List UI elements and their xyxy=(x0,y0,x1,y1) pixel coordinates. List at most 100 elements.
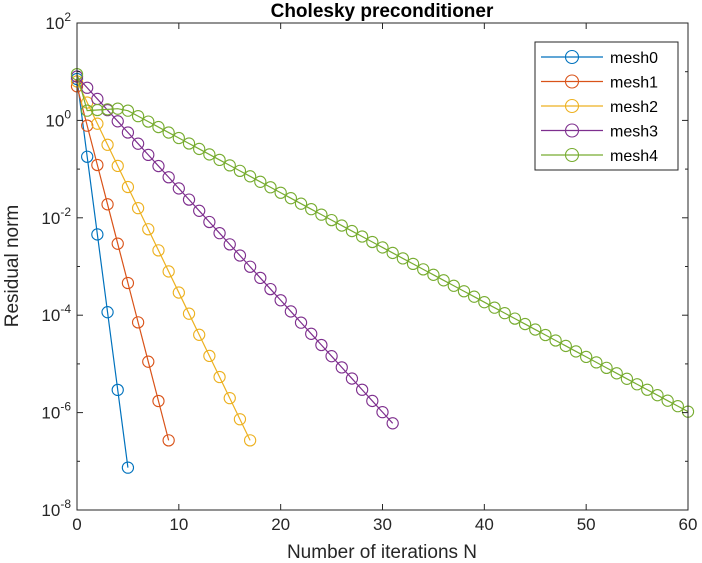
series-line-mesh4 xyxy=(76,73,689,413)
data-point-mesh2 xyxy=(233,413,247,426)
y-tick-label: 10-2 xyxy=(41,205,71,228)
y-tick-label: 100 xyxy=(45,107,71,130)
y-tick-label: 10-8 xyxy=(41,497,71,520)
data-point-mesh4 xyxy=(121,104,135,117)
series-line-mesh1 xyxy=(76,86,170,441)
data-point-mesh4 xyxy=(427,268,440,281)
legend-marker-mesh4 xyxy=(564,147,580,163)
data-point-mesh4 xyxy=(274,186,287,199)
data-point-mesh4 xyxy=(325,213,338,227)
data-point-mesh4 xyxy=(81,104,94,117)
data-point-mesh4 xyxy=(549,334,562,347)
legend-marker-mesh3 xyxy=(564,123,580,138)
data-point-mesh4 xyxy=(417,263,430,276)
data-point-mesh4 xyxy=(478,296,491,309)
data-point-mesh3 xyxy=(284,305,297,318)
data-point-mesh0 xyxy=(81,150,94,163)
data-point-mesh1 xyxy=(162,434,175,447)
data-point-mesh4 xyxy=(651,389,664,402)
series-line-mesh2 xyxy=(76,81,251,441)
data-point-mesh4 xyxy=(223,159,236,172)
data-point-mesh4 xyxy=(101,103,114,116)
data-point-mesh4 xyxy=(467,290,481,303)
ticks-layer: 0 10 20 30 40 50 60 10-8 10-6 10-4 10-2 100 102 xyxy=(41,10,697,534)
data-point-mesh4 xyxy=(193,142,206,156)
data-point-mesh3 xyxy=(182,193,196,206)
data-point-mesh4 xyxy=(661,394,674,407)
data-point-mesh4 xyxy=(345,224,359,238)
data-point-mesh3 xyxy=(203,215,216,229)
data-point-mesh4 xyxy=(355,230,369,243)
data-point-mesh4 xyxy=(641,383,654,396)
data-point-mesh3 xyxy=(162,171,175,184)
data-point-mesh4 xyxy=(396,252,410,265)
data-point-mesh4 xyxy=(488,301,501,314)
data-point-mesh1 xyxy=(121,276,135,290)
data-point-mesh4 xyxy=(620,372,634,385)
data-point-mesh2 xyxy=(142,223,155,236)
data-point-mesh4 xyxy=(284,192,297,205)
data-point-mesh3 xyxy=(355,383,369,396)
data-point-mesh4 xyxy=(518,317,532,331)
data-point-mesh4 xyxy=(91,103,104,117)
data-point-mesh4 xyxy=(172,131,185,145)
data-point-mesh4 xyxy=(529,323,542,336)
data-point-mesh2 xyxy=(193,328,206,341)
series-mesh2 xyxy=(70,75,257,447)
data-point-mesh2 xyxy=(203,349,216,363)
data-point-mesh2 xyxy=(223,391,236,405)
data-point-mesh3 xyxy=(131,137,145,150)
data-point-mesh4 xyxy=(182,137,196,150)
data-point-mesh4 xyxy=(294,197,308,210)
data-point-mesh4 xyxy=(142,115,155,128)
data-point-mesh4 xyxy=(498,306,511,320)
data-point-mesh3 xyxy=(325,350,338,363)
chart-title: Cholesky preconditioner xyxy=(271,1,494,22)
data-point-mesh4 xyxy=(590,356,603,369)
data-point-mesh4 xyxy=(366,235,379,249)
data-point-mesh4 xyxy=(580,350,593,364)
x-tick-label: 20 xyxy=(271,515,290,534)
data-point-mesh3 xyxy=(193,204,206,217)
data-point-mesh1 xyxy=(91,158,104,172)
data-point-mesh2 xyxy=(101,138,114,151)
data-point-mesh3 xyxy=(254,271,267,285)
data-point-mesh3 xyxy=(111,115,124,128)
series-mesh3 xyxy=(70,70,399,430)
data-point-mesh4 xyxy=(264,181,277,194)
legend-label-mesh2: mesh2 xyxy=(610,99,658,116)
data-point-mesh3 xyxy=(305,327,318,340)
data-point-mesh2 xyxy=(111,159,124,173)
data-point-mesh4 xyxy=(610,367,623,380)
legend-marker-mesh1 xyxy=(564,74,580,89)
data-point-mesh3 xyxy=(223,238,236,251)
data-point-mesh4 xyxy=(305,203,318,216)
data-point-mesh3 xyxy=(274,294,287,307)
data-point-mesh4 xyxy=(559,339,572,353)
data-point-mesh4 xyxy=(386,246,399,260)
data-point-mesh3 xyxy=(213,227,226,240)
data-point-mesh3 xyxy=(376,405,389,419)
data-point-mesh1 xyxy=(131,316,145,329)
data-point-mesh3 xyxy=(386,417,399,430)
legend-label-mesh0: mesh0 xyxy=(610,50,658,67)
data-point-mesh2 xyxy=(213,370,226,384)
data-point-mesh4 xyxy=(335,219,348,232)
data-point-mesh2 xyxy=(162,265,175,278)
legend-marker-mesh2 xyxy=(564,98,580,114)
data-point-mesh4 xyxy=(447,279,460,292)
data-point-mesh3 xyxy=(264,282,277,296)
data-point-mesh4 xyxy=(437,274,450,287)
x-tick-label: 0 xyxy=(72,515,81,534)
legend-item-mesh2: mesh2 xyxy=(541,98,658,116)
series-line-mesh0 xyxy=(76,78,129,468)
data-point-mesh3 xyxy=(366,394,379,408)
series-layer xyxy=(70,67,695,474)
data-point-mesh3 xyxy=(233,249,247,262)
data-point-mesh3 xyxy=(81,81,94,94)
data-point-mesh0 xyxy=(91,228,104,241)
data-point-mesh4 xyxy=(243,170,257,183)
x-tick-label: 60 xyxy=(679,515,698,534)
legend-item-mesh4: mesh4 xyxy=(541,147,658,165)
